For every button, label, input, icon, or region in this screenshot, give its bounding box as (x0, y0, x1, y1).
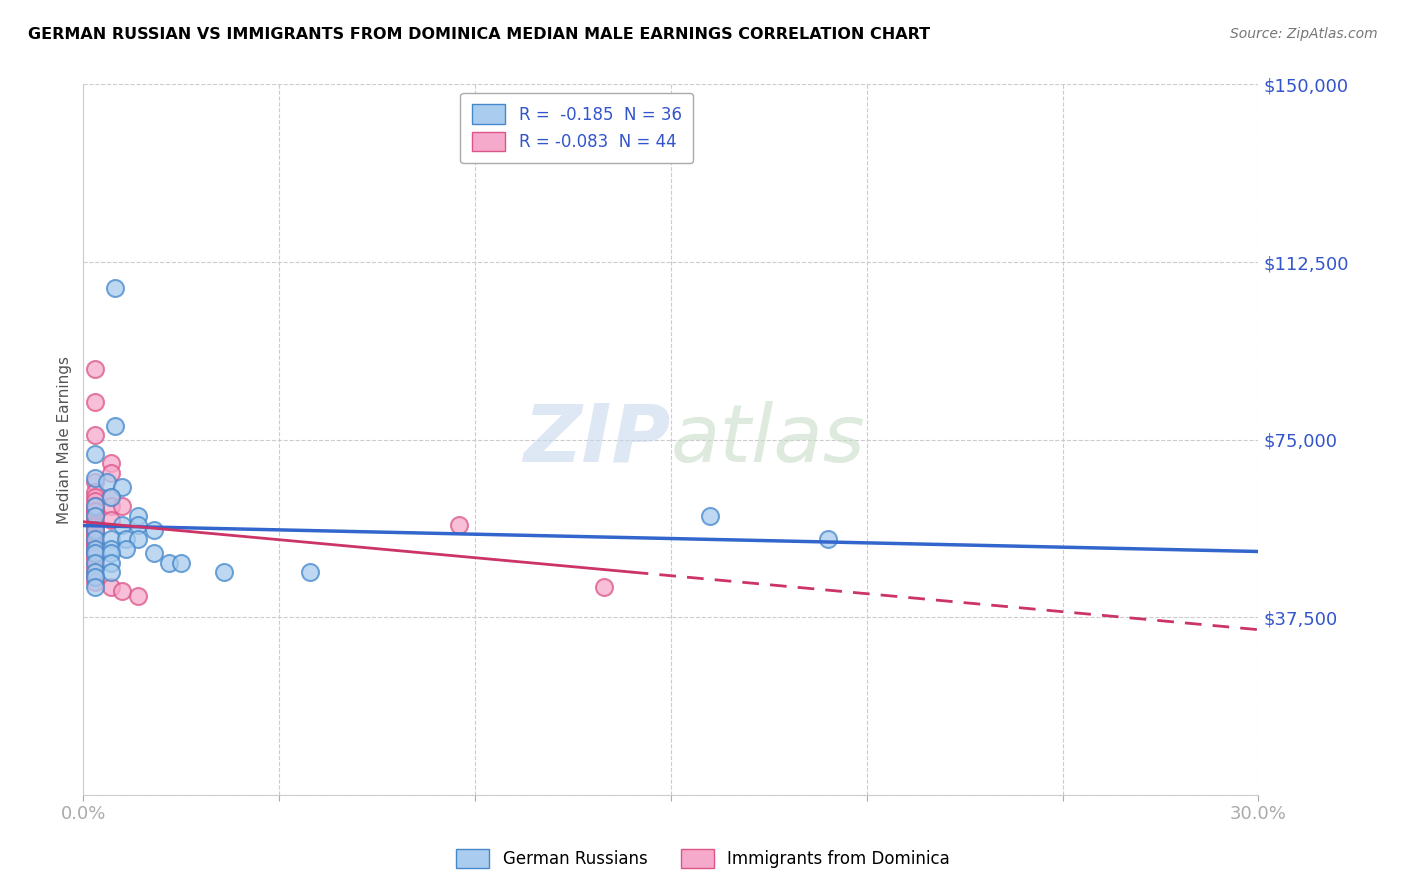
Point (111, 480, 134, 494)
Point (84, 395, 107, 409)
Text: Source: ZipAtlas.com: Source: ZipAtlas.com (1230, 27, 1378, 41)
Point (84, 516, 107, 530)
Point (84, 499, 107, 513)
Point (127, 589, 149, 603)
Text: atlas: atlas (671, 401, 866, 479)
Point (100, 513, 122, 527)
Point (84, 533, 107, 547)
Text: ZIP: ZIP (523, 401, 671, 479)
Point (84, 556, 107, 570)
Point (84, 508, 107, 523)
Point (84, 549, 107, 563)
Point (84, 490, 107, 504)
Point (84, 361, 107, 376)
Point (449, 518, 471, 533)
Point (96, 475, 118, 490)
Point (84, 518, 107, 533)
Point (84, 494, 107, 508)
Point (170, 556, 193, 570)
Point (84, 546, 107, 560)
Point (111, 499, 134, 513)
Point (100, 499, 122, 513)
Text: GERMAN RUSSIAN VS IMMIGRANTS FROM DOMINICA MEDIAN MALE EARNINGS CORRELATION CHAR: GERMAN RUSSIAN VS IMMIGRANTS FROM DOMINI… (28, 27, 931, 42)
Point (214, 566, 236, 580)
Point (84, 541, 107, 556)
Point (84, 525, 107, 540)
Point (299, 566, 322, 580)
Point (142, 546, 165, 560)
Point (84, 499, 107, 513)
Point (84, 523, 107, 537)
Point (100, 490, 122, 504)
Point (593, 580, 616, 594)
Point (100, 580, 122, 594)
Point (84, 566, 107, 580)
Point (84, 428, 107, 442)
Point (104, 281, 127, 295)
Point (84, 533, 107, 547)
Point (84, 504, 107, 518)
Point (84, 527, 107, 541)
Point (84, 475, 107, 490)
Point (84, 520, 107, 534)
Point (84, 544, 107, 558)
Point (84, 537, 107, 551)
Point (142, 523, 165, 537)
Point (84, 523, 107, 537)
Point (100, 566, 122, 580)
Point (84, 570, 107, 584)
Point (100, 546, 122, 560)
Point (115, 541, 138, 556)
Point (699, 508, 721, 523)
Point (84, 566, 107, 580)
Point (100, 533, 122, 547)
Point (100, 541, 122, 556)
Point (84, 508, 107, 523)
Point (84, 534, 107, 549)
Point (111, 518, 134, 533)
Point (84, 470, 107, 484)
Point (817, 533, 839, 547)
Point (84, 580, 107, 594)
Point (84, 574, 107, 589)
Legend: R =  -0.185  N = 36, R = -0.083  N = 44: R = -0.185 N = 36, R = -0.083 N = 44 (460, 93, 693, 163)
Point (84, 530, 107, 544)
Point (84, 546, 107, 560)
Point (127, 508, 149, 523)
Point (100, 457, 122, 471)
Point (84, 556, 107, 570)
Legend: German Russians, Immigrants from Dominica: German Russians, Immigrants from Dominic… (450, 843, 956, 875)
Point (84, 447, 107, 461)
Point (84, 484, 107, 499)
Point (127, 518, 149, 533)
Point (84, 551, 107, 566)
Point (84, 504, 107, 518)
Point (84, 560, 107, 574)
Point (159, 556, 181, 570)
Point (100, 556, 122, 570)
Point (111, 584, 134, 599)
Point (84, 513, 107, 527)
Point (100, 490, 122, 504)
Point (84, 539, 107, 553)
Point (84, 570, 107, 584)
Point (104, 418, 127, 433)
Point (100, 466, 122, 480)
Point (127, 533, 149, 547)
Y-axis label: Median Male Earnings: Median Male Earnings (58, 356, 72, 524)
Point (115, 533, 138, 547)
Point (84, 541, 107, 556)
